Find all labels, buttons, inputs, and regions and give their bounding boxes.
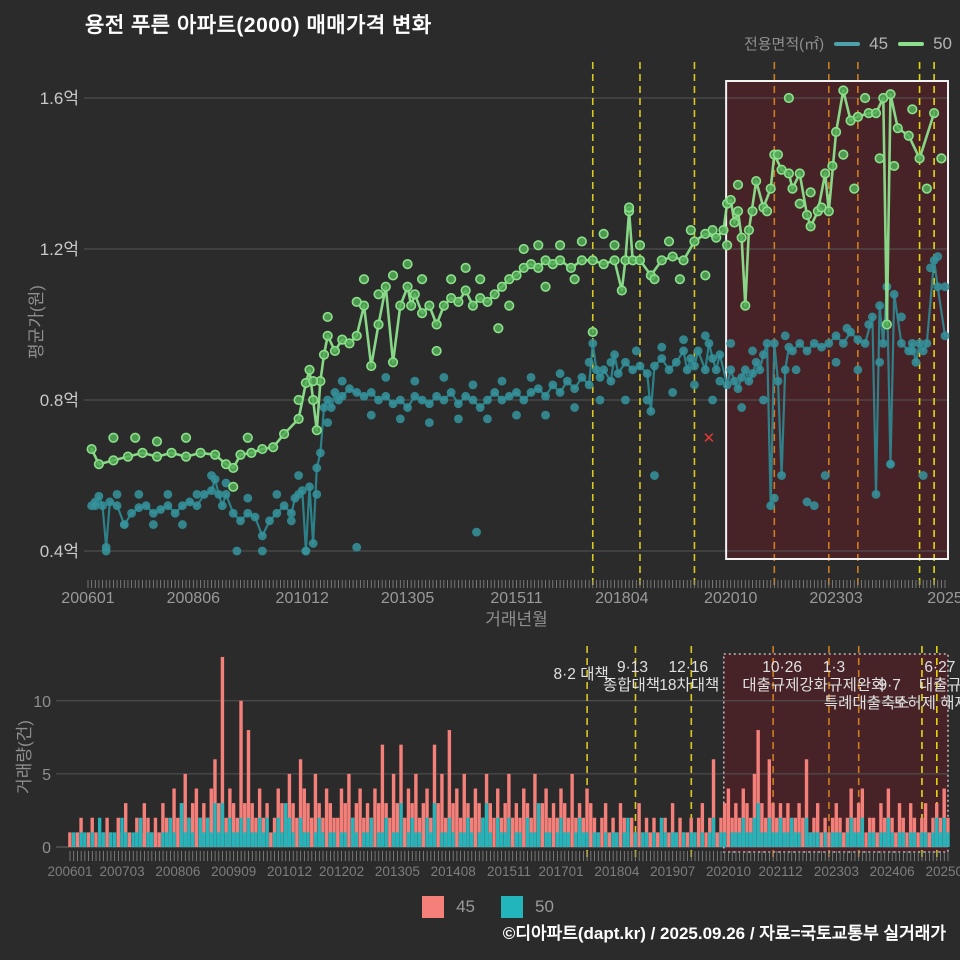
legend-item-label: 50 xyxy=(535,897,554,916)
svg-text:201408: 201408 xyxy=(431,864,476,879)
svg-text:201511: 201511 xyxy=(490,590,542,607)
price-series-50 xyxy=(86,85,947,492)
svg-text:201012: 201012 xyxy=(267,864,312,879)
volume-legend: 45 50 xyxy=(0,896,960,918)
volume-legend-item-50[interactable]: 50 xyxy=(501,896,554,918)
svg-text:202303: 202303 xyxy=(814,864,859,879)
legend-item-label: 45 xyxy=(869,33,889,53)
volume-x-axis: 200601 200703 200806 200909 201012 201202 2013… xyxy=(47,851,960,879)
legend-line-swatch xyxy=(834,41,861,46)
svg-text:201511: 201511 xyxy=(487,864,531,879)
svg-text:평균가(원): 평균가(원) xyxy=(27,285,46,359)
svg-text:2025: 2025 xyxy=(927,590,960,607)
page-title: 용전 푸른 아파트(2000) 매매가격 변화 xyxy=(85,14,432,37)
svg-text:201804: 201804 xyxy=(595,590,648,607)
svg-text:201305: 201305 xyxy=(375,864,420,879)
svg-text:202303: 202303 xyxy=(809,590,862,607)
svg-text:6·27: 6·27 xyxy=(924,659,955,676)
legend-item-label: 45 xyxy=(456,897,475,916)
svg-text:0: 0 xyxy=(42,840,51,857)
svg-text:10: 10 xyxy=(33,694,51,711)
area-legend-item-50[interactable]: 50 xyxy=(898,34,952,54)
svg-text:규제완화: 규제완화 xyxy=(828,676,885,694)
footer-credit: ©디아파트(dapt.kr) / 2025.09.26 / 자료=국토교통부 실… xyxy=(502,924,946,943)
svg-text:201305: 201305 xyxy=(381,590,434,607)
svg-text:1.2억: 1.2억 xyxy=(40,240,79,259)
svg-text:토허제 해제: 토허제 해제 xyxy=(893,694,960,712)
svg-text:종합대책: 종합대책 xyxy=(603,676,660,694)
svg-text:202010: 202010 xyxy=(706,864,751,879)
area-legend-item-45[interactable]: 45 xyxy=(834,34,888,54)
svg-text:9·13: 9·13 xyxy=(617,659,648,676)
svg-text:9·7: 9·7 xyxy=(879,677,901,694)
svg-text:0.4억: 0.4억 xyxy=(40,542,79,561)
svg-text:200601: 200601 xyxy=(61,590,114,607)
svg-text:8·2 대책: 8·2 대책 xyxy=(554,665,609,683)
legend-square-swatch xyxy=(422,896,445,918)
legend-square-swatch xyxy=(501,896,523,918)
svg-text:201804: 201804 xyxy=(594,864,640,879)
svg-text:대출규제강화: 대출규제강화 xyxy=(742,676,828,694)
svg-text:✕: ✕ xyxy=(703,430,716,447)
svg-text:특례대출축소: 특례대출축소 xyxy=(824,694,910,712)
volume-bars xyxy=(68,656,950,847)
area-legend: 전용면적(㎡) 45 50 xyxy=(744,33,952,54)
svg-text:거래량(건): 거래량(건) xyxy=(15,720,34,794)
svg-text:1·3: 1·3 xyxy=(823,659,845,676)
svg-text:5: 5 xyxy=(42,767,51,784)
svg-text:10·26: 10·26 xyxy=(762,659,802,676)
svg-text:거래년월: 거래년월 xyxy=(485,610,548,629)
svg-text:201202: 201202 xyxy=(319,864,364,879)
legend-line-swatch xyxy=(898,41,925,46)
svg-text:200806: 200806 xyxy=(167,590,220,607)
svg-text:200703: 200703 xyxy=(100,864,145,879)
svg-text:대출규제: 대출규제 xyxy=(919,676,960,694)
svg-text:202406: 202406 xyxy=(870,864,915,879)
svg-text:200601: 200601 xyxy=(47,864,92,879)
svg-text:12·16: 12·16 xyxy=(668,659,708,676)
price-x-axis: 200601 200806 201012 201305 201511 201804 2020… xyxy=(61,580,960,629)
svg-text:201907: 201907 xyxy=(650,864,695,879)
cancel-marker: ✕ xyxy=(703,430,716,447)
svg-text:1.6억: 1.6억 xyxy=(40,89,79,108)
svg-text:201012: 201012 xyxy=(276,590,329,607)
svg-text:202010: 202010 xyxy=(704,590,757,607)
svg-text:202112: 202112 xyxy=(759,864,803,879)
svg-text:200806: 200806 xyxy=(155,864,200,879)
svg-text:200909: 200909 xyxy=(211,864,256,879)
svg-text:202509: 202509 xyxy=(925,864,960,879)
legend-item-label: 50 xyxy=(933,33,952,53)
svg-text:201701: 201701 xyxy=(539,864,584,879)
area-legend-caption: 전용면적(㎡) xyxy=(743,36,825,53)
volume-legend-item-45[interactable]: 45 xyxy=(422,896,475,918)
svg-text:18차대책: 18차대책 xyxy=(659,676,719,694)
svg-text:0.8억: 0.8억 xyxy=(40,391,79,410)
